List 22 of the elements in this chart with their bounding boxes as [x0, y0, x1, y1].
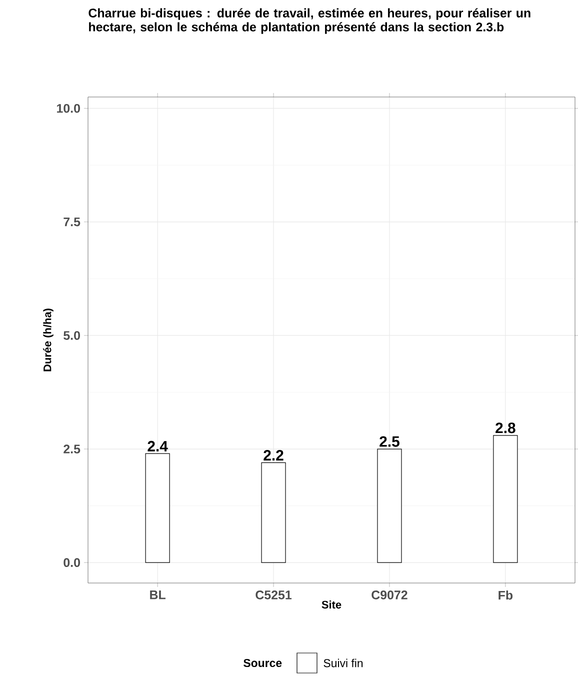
legend-label: Suivi fin	[324, 658, 363, 668]
y-tick-label: 2.5	[64, 444, 80, 454]
x-tick-label: BL	[150, 590, 166, 600]
x-tick-label: Fb	[498, 590, 513, 600]
y-tick-label: 0.0	[64, 558, 80, 567]
data-label: 2.5	[380, 436, 400, 447]
y-axis-title: Durée (h/ha)	[43, 308, 54, 372]
legend-title: Source	[244, 658, 282, 668]
y-tick-label: 7.5	[64, 218, 80, 226]
y-tick-label: 5.0	[64, 331, 80, 340]
bar	[261, 462, 286, 563]
x-tick-label: C5251	[256, 590, 292, 600]
chart-title: Charrue bi-disques : durée de travail, estimée en heures, pour réaliser un hectare, selon le schéma de plantation présenté dans la section 2.3.b	[88, 8, 530, 34]
x-axis-title: Site	[322, 600, 342, 609]
bar	[145, 453, 170, 563]
bar	[377, 448, 402, 563]
data-label: 2.8	[496, 422, 516, 434]
y-tick-label: 10.0	[57, 104, 80, 113]
x-tick-label: C9072	[372, 590, 408, 600]
bar	[493, 435, 518, 563]
data-label: 2.2	[264, 450, 284, 460]
data-label: 2.4	[148, 440, 168, 452]
